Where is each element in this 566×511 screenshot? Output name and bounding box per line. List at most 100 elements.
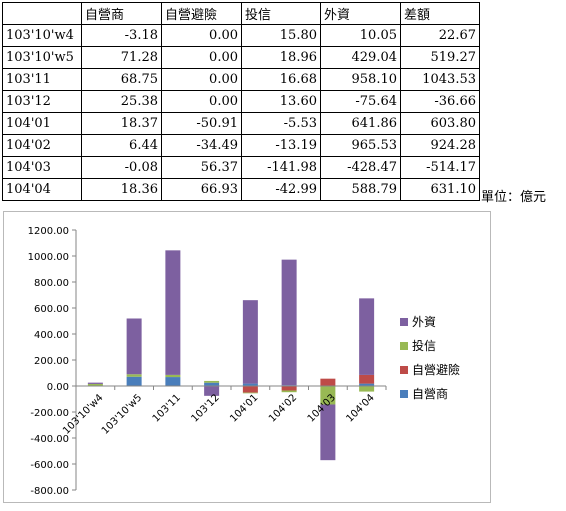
table-cell: 603.80 [400, 112, 480, 135]
table-cell: 10.05 [320, 24, 401, 47]
bar-segment [165, 250, 181, 375]
bar-segment [242, 386, 258, 393]
bar-segment [204, 380, 220, 383]
table-cell: 56.37 [161, 156, 242, 179]
legend-swatch [400, 342, 408, 350]
row-label-cell: 104'01 [2, 112, 82, 135]
y-tick-label: -800.00 [30, 486, 69, 497]
table-cell: 66.93 [161, 178, 242, 201]
y-tick-label: 600.00 [34, 304, 69, 315]
table-cell: -75.64 [320, 90, 401, 113]
table-row: 104'03 -0.08 56.37 -141.98 -428.47 -514.17 [2, 156, 480, 179]
x-tick-label: 103'12 [190, 392, 222, 424]
table-cell: 0.00 [161, 90, 242, 113]
x-tick-label: 103'11 [151, 392, 183, 424]
bar-segment [281, 259, 297, 386]
table-cell: 641.86 [320, 112, 401, 135]
table-row: 103'10'w5 71.28 0.00 18.96 429.04 519.27 [2, 46, 480, 69]
table-cell: -34.49 [161, 134, 242, 157]
bar-segment [359, 298, 375, 375]
x-tick-label: 104'01 [228, 392, 260, 424]
y-tick-label: 1000.00 [28, 252, 69, 263]
bar-segment [242, 383, 258, 386]
bar-segment [242, 300, 258, 384]
table-cell: 1043.53 [400, 68, 480, 91]
y-tick-label: 800.00 [34, 278, 69, 289]
table-cell: 429.04 [320, 46, 401, 69]
table-cell: -13.19 [241, 134, 321, 157]
table-header-cell: 差額 [400, 2, 480, 25]
unit-label: 單位：億元 [481, 190, 547, 205]
row-label-cell: 104'02 [2, 134, 82, 157]
table-cell: 631.10 [400, 178, 480, 201]
table-row: 103'12 25.38 0.00 13.60 -75.64 -36.66 [2, 90, 480, 113]
bar-segment [165, 374, 181, 378]
table-cell: 22.67 [400, 24, 480, 47]
y-tick-label: 0.00 [47, 382, 69, 393]
table-cell: 924.28 [400, 134, 480, 157]
table-cell: 71.28 [81, 46, 162, 69]
y-tick-label: 1200.00 [28, 226, 69, 237]
table-cell: -5.53 [241, 112, 321, 135]
table-cell: 18.37 [81, 112, 162, 135]
bar-segment [320, 404, 336, 461]
table-cell: 0.00 [161, 24, 242, 47]
table-cell: 0.00 [161, 46, 242, 69]
table-cell: -36.66 [400, 90, 480, 113]
legend-swatch [400, 390, 408, 398]
table-row: 104'04 18.36 66.93 -42.99 588.79 631.10 [2, 178, 480, 201]
table-cell: -0.08 [81, 156, 162, 179]
row-label-cell: 103'10'w4 [2, 24, 82, 47]
table-cell: -50.91 [161, 112, 242, 135]
x-tick-label: 104'02 [267, 392, 299, 424]
legend-label: 自營商 [412, 386, 448, 401]
table-row: 103'10'w4 -3.18 0.00 15.80 10.05 22.67 [2, 24, 480, 47]
y-tick-label: 200.00 [34, 356, 69, 367]
row-label-cell: 104'03 [2, 156, 82, 179]
bar-segment [359, 374, 375, 384]
table-cell: 15.80 [241, 24, 321, 47]
table-cell: -514.17 [400, 156, 480, 179]
bar-segment [242, 392, 258, 394]
y-tick-label: 400.00 [34, 330, 69, 341]
table-header-cell: 投信 [241, 2, 321, 25]
row-label-cell: 103'12 [2, 90, 82, 113]
table-cell: 16.68 [241, 68, 321, 91]
table-header-row: 自營商 自營避險 投信 外資 差額 [2, 2, 480, 25]
table-cell: -141.98 [241, 156, 321, 179]
stacked-bar-chart: 1200.00 1000.00 800.00 600.00 400.00 200.00 0.… [28, 226, 460, 497]
y-tick-label: -400.00 [30, 434, 69, 445]
table-cell: 588.79 [320, 178, 401, 201]
bar-segment [126, 374, 142, 377]
row-label-cell: 103'11 [2, 68, 82, 91]
bar-segment [281, 386, 297, 391]
row-label-cell: 104'04 [2, 178, 82, 201]
table-cell: -428.47 [320, 156, 401, 179]
x-tick-label: 103'10'w5 [100, 392, 144, 436]
y-tick-label: -600.00 [30, 460, 69, 471]
bar-segment [204, 382, 220, 386]
table-cell: -42.99 [241, 178, 321, 201]
row-label-cell: 103'10'w5 [2, 46, 82, 69]
bar-segment [204, 386, 220, 396]
table-header-cell: 外資 [320, 2, 401, 25]
table-cell: 25.38 [81, 90, 162, 113]
table-header-cell [2, 2, 82, 25]
bar-segment [126, 376, 142, 386]
chart-area: 1200.00 1000.00 800.00 600.00 400.00 200.00 0.… [3, 211, 491, 503]
x-tick-label: 104'04 [345, 392, 377, 424]
legend-swatch [400, 318, 408, 326]
table-header-cell: 自營商 [81, 2, 162, 25]
bar-segment [165, 377, 181, 386]
table-row: 104'02 6.44 -34.49 -13.19 965.53 924.28 [2, 134, 480, 157]
y-tick-label: -200.00 [30, 408, 69, 419]
bar-segment [320, 378, 336, 386]
table-header-cell: 自營避險 [161, 2, 242, 25]
table-cell: -3.18 [81, 24, 162, 47]
table-cell: 0.00 [161, 68, 242, 91]
bar-segment [359, 383, 375, 386]
legend-label: 自營避險 [412, 362, 460, 377]
table-cell: 18.96 [241, 46, 321, 69]
table-cell: 68.75 [81, 68, 162, 91]
legend-label: 外資 [412, 315, 436, 329]
